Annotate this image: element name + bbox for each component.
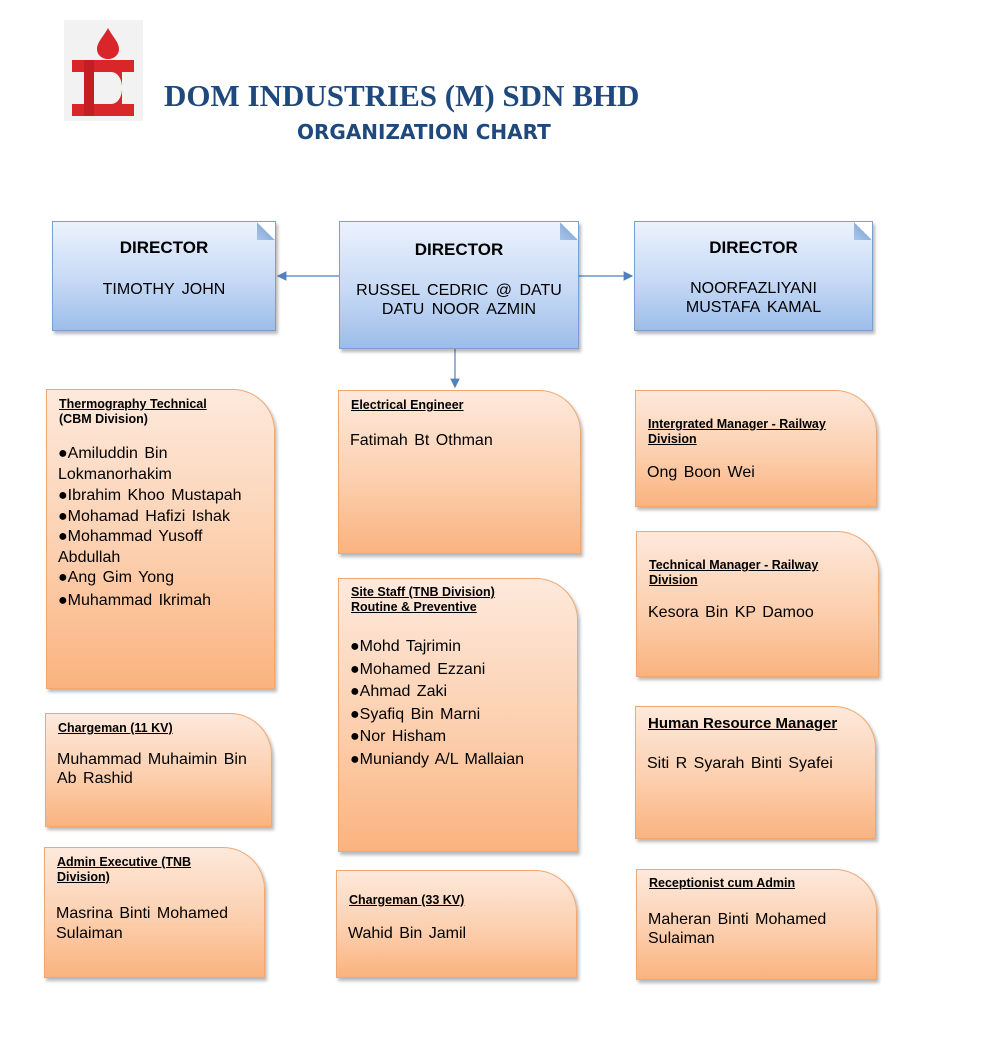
company-name: DOM INDUSTRIES (M) SDN BHD <box>164 78 640 113</box>
director-box-center: DIRECTOR RUSSEL CEDRIC @ DATU DATU NOOR … <box>339 221 579 349</box>
list-item: ●Ahmad Zaki <box>350 683 448 700</box>
box-heading: Thermography Technical <box>59 397 207 411</box>
director-name: RUSSEL CEDRIC @ DATU DATU NOOR AZMIN <box>356 282 562 318</box>
admin-executive-box: Admin Executive (TNB Division) Masrina B… <box>44 847 265 978</box>
box-heading: Electrical Engineer <box>351 398 464 412</box>
person-name: Masrina Binti Mohamed Sulaiman <box>56 905 229 942</box>
list-item: ●Syafiq Bin Marni <box>350 705 481 723</box>
box-subheading: Routine & Preventive <box>351 600 477 614</box>
integrated-manager-box: Intergrated Manager - Railway Division O… <box>635 390 877 507</box>
person-name: Siti R Syarah Binti Syafei <box>647 755 833 772</box>
director-name: TIMOTHY JOHN <box>102 281 226 298</box>
box-heading: Human Resource Manager <box>648 715 838 732</box>
member-list: ●Mohd Tajrimin ●Mohamed Ezzani ●Ahmad Za… <box>350 636 567 771</box>
list-item: ●Muhammad Ikrimah <box>58 591 212 609</box>
person-name: Maheran Binti Mohamed Sulaiman <box>648 911 827 947</box>
electrical-engineer-box: Electrical Engineer Fatimah Bt Othman <box>338 390 581 554</box>
list-item: ●Nor Hisham <box>350 728 447 745</box>
person-name: Muhammad Muhaimin Bin Ab Rashid <box>57 751 247 787</box>
list-item: ●Mohamed Ezzani <box>350 660 486 678</box>
list-item: ●Muniandy A/L Mallaian <box>350 750 525 768</box>
list-item: ●Amiluddin Bin Lokmanorhakim <box>58 445 172 483</box>
list-item: ●Mohammad Yusoff Abdullah <box>58 528 203 566</box>
box-heading: Receptionist cum Admin <box>649 876 796 890</box>
list-item: ●Ang Gim Yong <box>58 569 174 586</box>
box-subheading: (CBM Division) <box>59 412 148 426</box>
thermography-technical-box: Thermography Technical (CBM Division) ●A… <box>46 389 275 689</box>
box-heading: Site Staff (TNB Division) <box>351 585 495 599</box>
director-title: DIRECTOR <box>119 238 209 257</box>
director-name: NOORFAZLIYANI MUSTAFA KAMAL <box>685 280 822 316</box>
person-name: Wahid Bin Jamil <box>348 925 467 942</box>
list-item: ●Ibrahim Khoo Mustapah <box>58 487 242 504</box>
box-heading: Intergrated Manager - Railway Division <box>648 417 826 446</box>
list-item: ●Mohd Tajrimin <box>350 638 461 655</box>
person-name: Fatimah Bt Othman <box>350 432 493 449</box>
member-list: ●Amiluddin Bin Lokmanorhakim ●Ibrahim Kh… <box>58 444 244 611</box>
technical-manager-box: Technical Manager - Railway Division Kes… <box>636 531 879 677</box>
director-title: DIRECTOR <box>414 240 504 259</box>
list-item: ●Mohamad Hafizi Ishak <box>58 507 230 525</box>
receptionist-box: Receptionist cum Admin Maheran Binti Moh… <box>636 869 877 980</box>
chargeman-11kv-box: Chargeman (11 KV) Muhammad Muhaimin Bin … <box>45 713 272 827</box>
box-heading: Chargeman (33 KV) <box>349 893 465 907</box>
box-heading: Technical Manager - Railway Division <box>649 558 819 587</box>
person-name: Ong Boon Wei <box>647 464 755 481</box>
company-logo <box>64 20 143 121</box>
human-resource-manager-box: Human Resource Manager Siti R Syarah Bin… <box>635 706 876 839</box>
site-staff-box: Site Staff (TNB Division) Routine & Prev… <box>338 578 578 852</box>
person-name: Kesora Bin KP Damoo <box>648 604 814 621</box>
box-heading: Admin Executive (TNB Division) <box>57 855 192 884</box>
director-box-right: DIRECTOR NOORFAZLIYANI MUSTAFA KAMAL <box>634 221 873 331</box>
director-title: DIRECTOR <box>709 238 798 257</box>
chargeman-33kv-box: Chargeman (33 KV) Wahid Bin Jamil <box>336 870 577 978</box>
chart-title: ORGANIZATION CHART <box>297 120 551 144</box>
box-heading: Chargeman (11 KV) <box>58 721 173 735</box>
director-box-left: DIRECTOR TIMOTHY JOHN <box>52 221 276 331</box>
